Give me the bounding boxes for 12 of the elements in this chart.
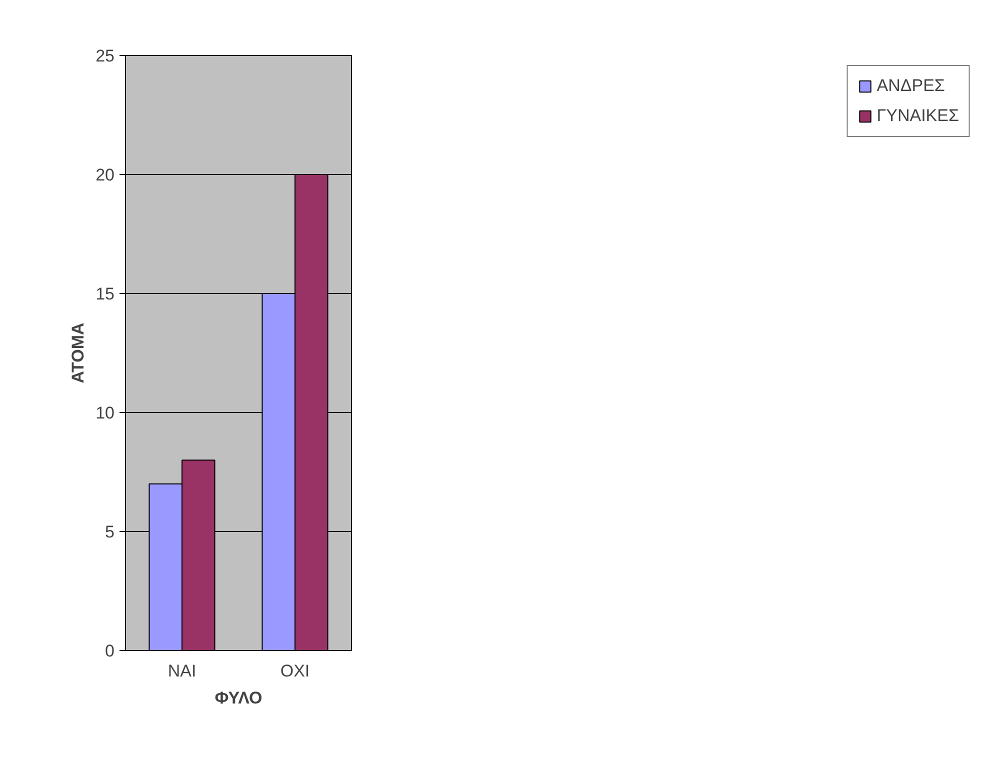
x-tick-label: ΟΧΙ bbox=[280, 662, 310, 680]
y-tick-label: 25 bbox=[96, 46, 115, 66]
x-tick-label: ΝΑΙ bbox=[168, 662, 196, 680]
y-tick-label: 15 bbox=[96, 284, 115, 304]
y-tick-label: 10 bbox=[96, 404, 115, 422]
y-tick-label: 20 bbox=[96, 166, 115, 184]
legend-label: ΓΥΝΑΙΚΕΣ bbox=[876, 106, 959, 126]
y-axis-title: ΑΤΟΜΑ bbox=[68, 322, 88, 384]
y-tick-label: 0 bbox=[105, 642, 115, 660]
legend-label: ΑΝΔΡΕΣ bbox=[876, 76, 945, 96]
y-tick-label: 5 bbox=[105, 522, 115, 542]
x-axis-title: ΦΥΛΟ bbox=[214, 688, 262, 708]
